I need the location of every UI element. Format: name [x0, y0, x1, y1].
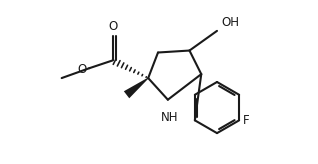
Text: O: O — [77, 63, 86, 76]
Polygon shape — [124, 78, 149, 98]
Text: NH: NH — [161, 112, 179, 124]
Text: OH: OH — [221, 16, 239, 29]
Text: F: F — [243, 114, 250, 127]
Text: O: O — [108, 20, 117, 33]
